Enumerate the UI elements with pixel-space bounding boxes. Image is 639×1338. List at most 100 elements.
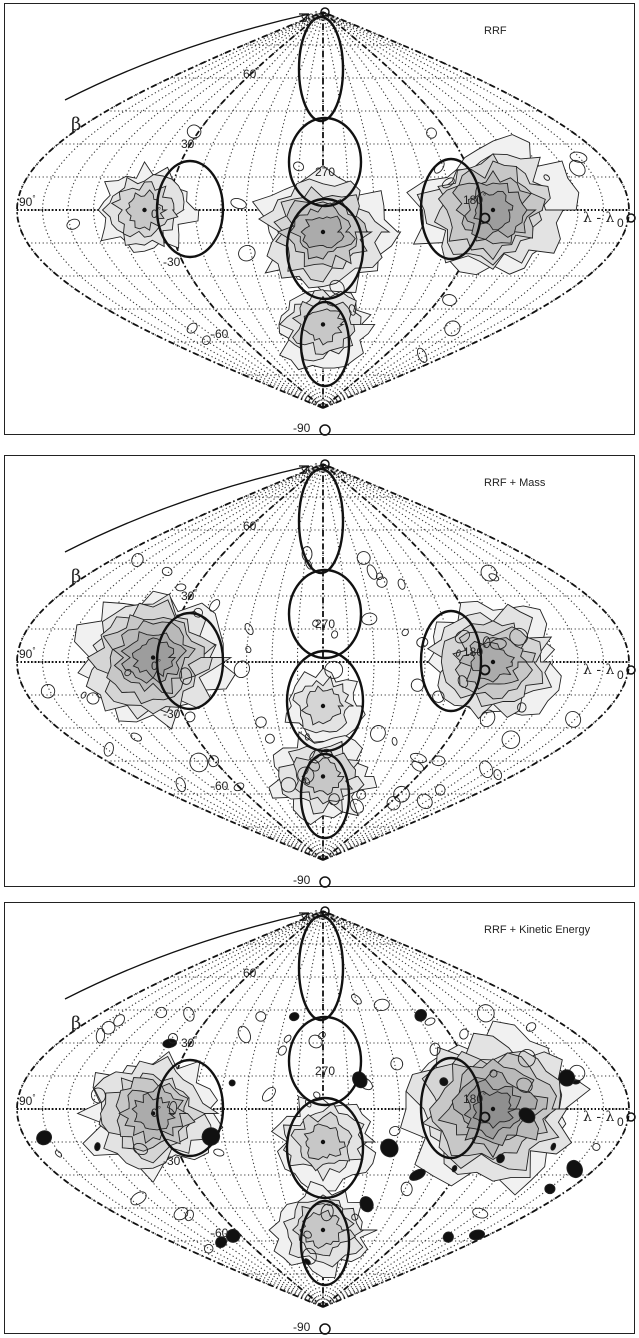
contour-island xyxy=(451,1165,458,1173)
contour-island xyxy=(312,619,319,627)
lat-label-minus-30: -30 xyxy=(163,255,181,269)
degree-sign: ° xyxy=(314,10,317,19)
source-ellipse xyxy=(299,300,351,388)
contour-island xyxy=(434,784,446,796)
contour-island xyxy=(479,760,494,779)
source-ellipse xyxy=(419,609,483,713)
sky-map-panel-rrf-mass: RRF + Mass β λ - λ 0 90° 60° 30° 90° 0° 270 180° -3… xyxy=(4,455,636,888)
lon-label-90: 90° xyxy=(19,1093,36,1108)
contour-island xyxy=(454,629,470,644)
contour-island xyxy=(489,638,507,650)
contour-island xyxy=(233,782,245,792)
lon-label-180: 180° xyxy=(463,192,486,207)
meridian-line xyxy=(322,11,503,409)
source-ellipse xyxy=(285,1096,365,1200)
lat-label-minus-90: -90 xyxy=(293,873,311,887)
lon-label-0-value: 0 xyxy=(151,207,158,221)
lat-label-30: 30° xyxy=(181,588,198,603)
contour-island xyxy=(442,1231,454,1243)
contour-island xyxy=(208,755,220,768)
contour-island xyxy=(225,1228,241,1243)
lat-label-minus-60: -60 xyxy=(211,779,229,793)
degree-sign: ° xyxy=(256,518,259,527)
contour-island xyxy=(168,1101,178,1116)
contour-island xyxy=(426,127,437,139)
contour-island xyxy=(431,755,446,767)
lon-label-180-value: 180 xyxy=(463,193,483,207)
density-peak xyxy=(320,1227,326,1233)
longitude-axis-subscript: 0 xyxy=(617,1115,624,1129)
lon-label-90: 90° xyxy=(19,194,36,209)
lon-label-180: 180° xyxy=(463,1091,486,1106)
lon-label-270-value: 270 xyxy=(315,165,335,179)
contour-island xyxy=(416,347,428,363)
meridian-line xyxy=(143,463,324,861)
lat-label-minus-60-value: -60 xyxy=(211,327,229,341)
density-peak xyxy=(142,207,147,213)
density-peak xyxy=(490,659,496,665)
contour-island xyxy=(442,294,457,307)
apex-marker xyxy=(479,664,491,676)
apex-marker xyxy=(479,1111,491,1123)
contour-island xyxy=(215,1236,228,1249)
lat-label-90-value: 90 xyxy=(301,910,315,924)
source-ellipse xyxy=(299,1199,351,1287)
lat-label-60-value: 60 xyxy=(243,966,257,980)
boundary-meridian xyxy=(322,11,630,409)
contour-island xyxy=(390,1057,404,1071)
contour-island xyxy=(380,1138,399,1158)
lon-label-180: 180° xyxy=(463,644,486,659)
contour-island xyxy=(525,1022,537,1032)
density-peak xyxy=(320,703,326,709)
contour-island xyxy=(54,1150,63,1158)
contour-island xyxy=(162,1038,177,1049)
contour-island xyxy=(480,564,498,582)
contour-island xyxy=(543,174,550,181)
contour-island xyxy=(558,1069,576,1087)
longitude-axis-label: λ - λ xyxy=(583,662,615,678)
north-pole-marker xyxy=(320,906,330,916)
meridian-line xyxy=(194,11,324,409)
degree-sign: ° xyxy=(314,909,317,918)
lat-label-60: 60° xyxy=(243,965,260,980)
source-ellipse xyxy=(297,15,345,123)
contour-island xyxy=(303,1258,311,1266)
meridian-line xyxy=(322,463,401,861)
contour-island xyxy=(424,1017,436,1026)
lat-label-minus-30-value: -30 xyxy=(163,255,181,269)
lat-label-60-value: 60 xyxy=(243,67,257,81)
degree-sign: ° xyxy=(483,644,486,653)
lat-label-30-value: 30 xyxy=(181,137,195,151)
contour-island xyxy=(155,1006,168,1019)
lon-label-270-value: 270 xyxy=(315,1064,335,1078)
contour-island xyxy=(328,793,340,806)
contour-island xyxy=(389,1125,401,1137)
density-peak xyxy=(320,229,326,235)
boundary-meridian xyxy=(322,463,630,861)
degree-sign: ° xyxy=(158,206,161,215)
meridian-line xyxy=(67,463,324,861)
contour-island xyxy=(201,335,211,345)
lat-label-60: 60° xyxy=(243,66,260,81)
contour-island xyxy=(245,645,252,654)
lat-label-30-value: 30 xyxy=(181,589,195,603)
contour-island xyxy=(411,760,425,772)
contour-island xyxy=(375,572,384,581)
contour-island xyxy=(244,623,254,635)
lon-label-0: 0° xyxy=(151,658,161,673)
source-region-ellipses xyxy=(155,914,483,1287)
degree-sign: ° xyxy=(483,1091,486,1100)
degree-sign: ° xyxy=(256,66,259,75)
lon-label-0: 0° xyxy=(151,1105,161,1120)
boundary-meridian xyxy=(322,910,630,1308)
contour-island xyxy=(101,1020,116,1035)
contour-island xyxy=(203,1243,214,1254)
north-pole-marker xyxy=(320,7,330,17)
lon-label-90-value: 90 xyxy=(19,195,33,209)
contour-island xyxy=(36,1130,53,1146)
longitude-axis-subscript: 0 xyxy=(617,668,624,682)
contour-island xyxy=(356,551,371,565)
lat-label-minus-30: -30 xyxy=(163,1154,181,1168)
contour-island xyxy=(348,304,357,316)
contour-island xyxy=(400,1181,413,1197)
